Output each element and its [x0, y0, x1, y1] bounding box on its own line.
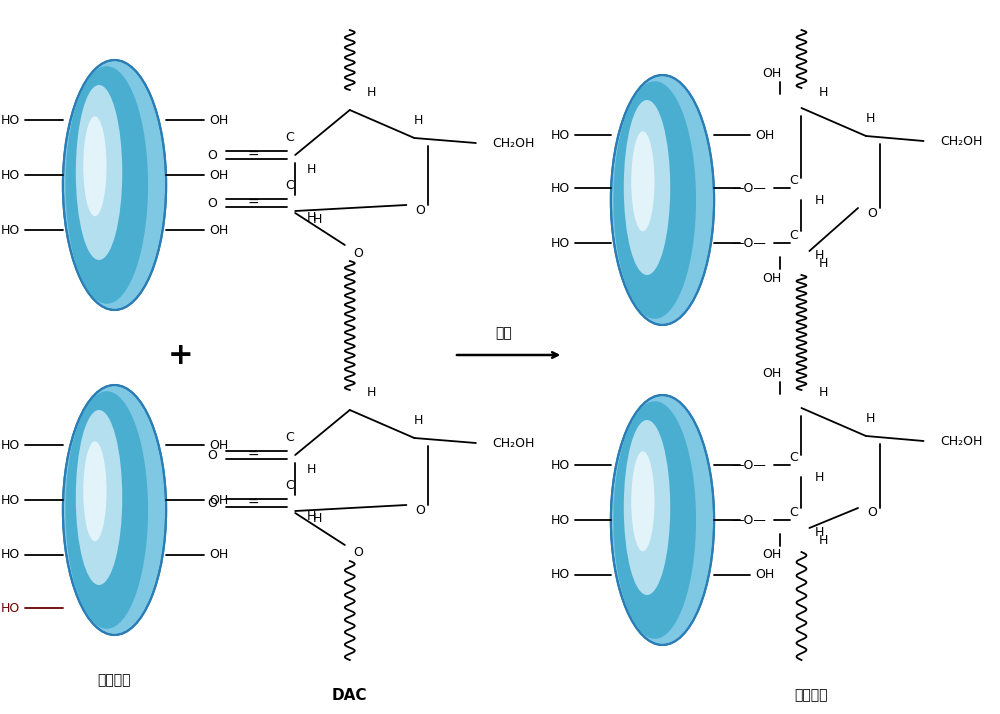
Text: HO: HO: [1, 114, 20, 126]
Text: —O—: —O—: [731, 181, 766, 194]
Text: C: C: [789, 228, 798, 241]
Text: C: C: [789, 451, 798, 463]
Text: H: H: [312, 513, 322, 526]
Ellipse shape: [611, 395, 714, 645]
Text: —O—: —O—: [731, 513, 766, 526]
Text: H: H: [815, 471, 824, 483]
Text: OH: OH: [209, 169, 228, 181]
Text: —O—: —O—: [731, 236, 766, 249]
Text: H: H: [819, 86, 828, 99]
Ellipse shape: [624, 420, 670, 595]
Ellipse shape: [63, 60, 166, 310]
Text: H: H: [815, 193, 824, 206]
Ellipse shape: [624, 100, 670, 275]
Text: O: O: [353, 546, 363, 560]
Text: OH: OH: [209, 548, 228, 561]
Ellipse shape: [611, 75, 714, 325]
Text: OH: OH: [762, 548, 781, 561]
Text: H: H: [865, 111, 875, 124]
Text: OH: OH: [755, 129, 774, 141]
Text: C: C: [285, 431, 294, 443]
Text: CH₂OH: CH₂OH: [940, 435, 982, 448]
Text: O: O: [415, 203, 425, 216]
Ellipse shape: [63, 385, 166, 635]
Text: =: =: [248, 148, 259, 162]
Text: HO: HO: [551, 236, 570, 249]
Text: HO: HO: [1, 493, 20, 506]
Text: H: H: [865, 411, 875, 425]
Ellipse shape: [65, 391, 148, 629]
Text: OH: OH: [762, 271, 781, 284]
Text: CH₂OH: CH₂OH: [940, 134, 982, 148]
Text: OH: OH: [209, 493, 228, 506]
Text: HO: HO: [1, 548, 20, 561]
Text: C: C: [789, 174, 798, 186]
Text: HO: HO: [551, 568, 570, 581]
Text: OH: OH: [209, 114, 228, 126]
Text: H: H: [306, 463, 316, 476]
Text: HO: HO: [1, 601, 20, 615]
Ellipse shape: [83, 441, 107, 541]
Text: H: H: [815, 526, 824, 538]
Text: H: H: [306, 511, 316, 523]
Text: HO: HO: [551, 458, 570, 471]
Text: O: O: [353, 246, 363, 259]
Text: C: C: [789, 506, 798, 518]
Text: OH: OH: [762, 366, 781, 380]
Text: H: H: [819, 386, 828, 398]
Ellipse shape: [83, 116, 107, 216]
Text: H: H: [306, 163, 316, 176]
Text: C: C: [285, 131, 294, 144]
Text: 秸秆纤维: 秸秆纤维: [98, 673, 131, 687]
Text: CH₂OH: CH₂OH: [492, 436, 535, 450]
Text: OH: OH: [755, 568, 774, 581]
Text: CH₂OH: CH₂OH: [492, 136, 535, 149]
Ellipse shape: [631, 451, 654, 551]
Text: O: O: [207, 196, 217, 209]
Ellipse shape: [65, 66, 148, 303]
Text: H: H: [312, 213, 322, 226]
Text: H: H: [414, 413, 423, 426]
Text: HO: HO: [1, 169, 20, 181]
Ellipse shape: [613, 81, 696, 318]
Ellipse shape: [613, 401, 696, 639]
Text: =: =: [248, 196, 259, 210]
Text: HO: HO: [551, 513, 570, 526]
Text: O: O: [867, 206, 877, 219]
Text: =: =: [248, 448, 259, 462]
Text: O: O: [207, 496, 217, 510]
Text: OH: OH: [209, 223, 228, 236]
Text: —O—: —O—: [731, 458, 766, 471]
Text: OH: OH: [209, 438, 228, 451]
Text: O: O: [207, 448, 217, 461]
Text: H: H: [306, 211, 316, 223]
Text: +: +: [168, 341, 194, 370]
Ellipse shape: [76, 410, 122, 585]
Text: OH: OH: [762, 66, 781, 79]
Text: H: H: [819, 256, 828, 269]
Text: =: =: [248, 496, 259, 510]
Text: O: O: [415, 503, 425, 516]
Text: H: H: [367, 86, 376, 99]
Ellipse shape: [631, 131, 654, 231]
Ellipse shape: [76, 85, 122, 260]
Text: H: H: [414, 114, 423, 126]
Text: C: C: [285, 178, 294, 191]
Text: H: H: [815, 248, 824, 261]
Text: C: C: [285, 478, 294, 491]
Text: HO: HO: [1, 438, 20, 451]
Text: 羟醉缩合: 羟醉缩合: [795, 688, 828, 702]
Text: 热压: 热压: [495, 326, 512, 340]
Text: DAC: DAC: [332, 688, 368, 703]
Text: O: O: [207, 149, 217, 161]
Text: H: H: [367, 386, 376, 398]
Text: HO: HO: [551, 129, 570, 141]
Text: HO: HO: [1, 223, 20, 236]
Text: H: H: [819, 533, 828, 546]
Text: O: O: [867, 506, 877, 520]
Text: HO: HO: [551, 181, 570, 194]
